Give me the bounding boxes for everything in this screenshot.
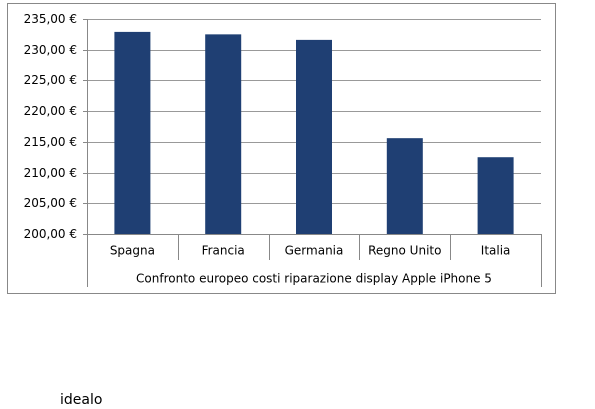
y-tick-label: 220,00 € — [24, 104, 77, 118]
y-tick-label: 210,00 € — [24, 166, 77, 180]
x-tick-label: Italia — [481, 244, 511, 258]
y-tick-label: 200,00 € — [24, 227, 77, 241]
bar — [296, 39, 332, 235]
x-axis-title: Confronto europeo costi riparazione disp… — [136, 272, 492, 286]
bar — [114, 31, 151, 235]
bar — [477, 157, 514, 234]
source-text: idealo — [60, 392, 102, 408]
bar — [386, 138, 423, 234]
y-tick-label: 215,00 € — [24, 135, 77, 149]
y-tick-label: 205,00 € — [24, 196, 77, 210]
y-tick-label: 225,00 € — [24, 73, 77, 87]
x-tick-label: Spagna — [110, 244, 155, 258]
y-tick-label: 230,00 € — [24, 43, 77, 57]
x-tick-label: Regno Unito — [368, 244, 441, 258]
bar — [205, 34, 242, 234]
chart-frame — [7, 3, 556, 294]
x-tick-label: Germania — [285, 244, 344, 258]
x-tick-label: Francia — [202, 244, 245, 258]
y-tick-label: 235,00 € — [24, 12, 77, 26]
